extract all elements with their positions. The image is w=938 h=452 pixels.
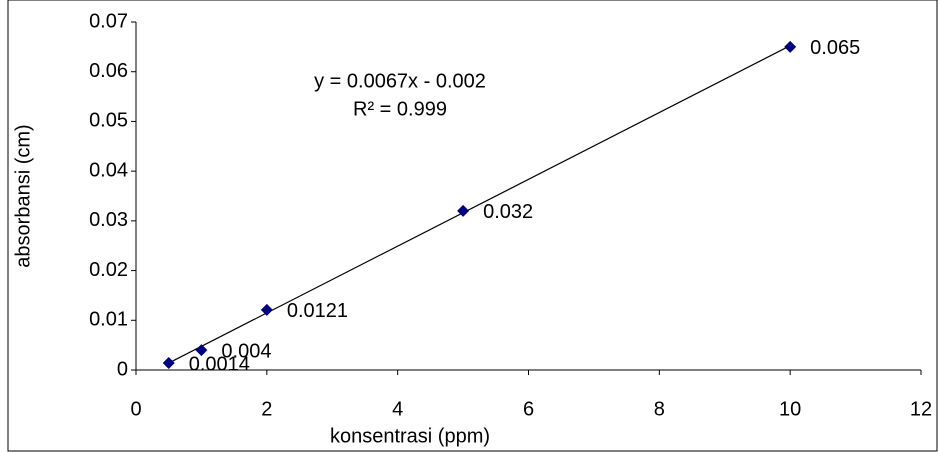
y-tick-label: 0.07	[89, 10, 128, 32]
y-tick-label: 0.06	[89, 60, 128, 82]
trendline	[169, 46, 790, 363]
marker	[163, 357, 175, 369]
data-label: 0.032	[483, 201, 533, 223]
marker	[784, 41, 796, 53]
marker	[261, 304, 273, 316]
y-tick-label: 0	[117, 358, 128, 380]
data-label: 0.065	[810, 37, 860, 59]
chart: konsentrasi (ppm) absorbansi (cm) y = 0.…	[0, 0, 938, 452]
trendline-r2: R² = 0.999	[353, 98, 447, 120]
x-tick-label: 12	[910, 398, 932, 420]
x-tick-label: 10	[779, 398, 801, 420]
y-tick-label: 0.03	[89, 209, 128, 231]
y-tick-label: 0.04	[89, 159, 128, 181]
y-tick-label: 0.01	[89, 309, 128, 331]
x-tick-label: 8	[654, 398, 665, 420]
y-axis-label: absorbansi (cm)	[12, 124, 34, 267]
x-tick-label: 6	[523, 398, 534, 420]
x-axis-label: konsentrasi (ppm)	[330, 425, 490, 447]
x-tick-label: 0	[130, 398, 141, 420]
y-tick-label: 0.05	[89, 110, 128, 132]
y-tick-label: 0.02	[89, 259, 128, 281]
chart-frame	[8, 0, 937, 451]
x-tick-label: 2	[261, 398, 272, 420]
data-label: 0.0121	[287, 300, 348, 322]
data-label: 0.004	[221, 340, 271, 362]
page: {"chart_data": {"type": "scatter", "x_la…	[0, 0, 938, 452]
x-tick-label: 4	[392, 398, 403, 420]
trendline-equation: y = 0.0067x - 0.002	[314, 70, 486, 92]
